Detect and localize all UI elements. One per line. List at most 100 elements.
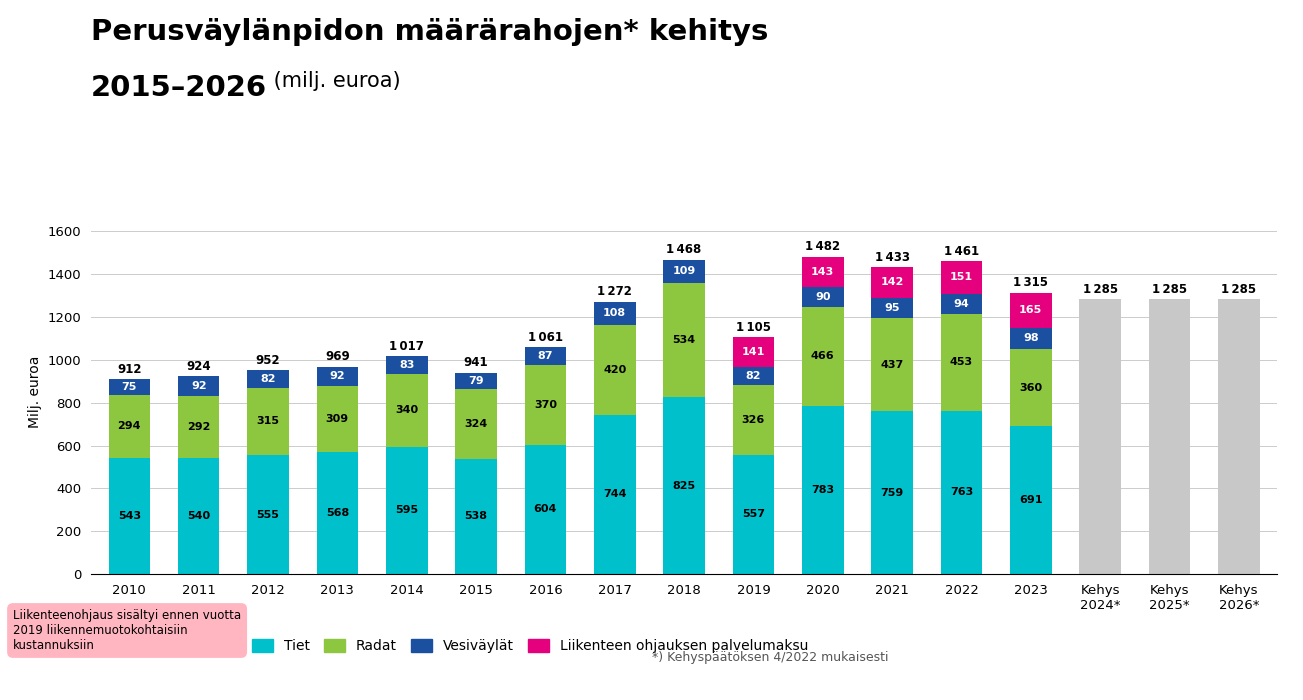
Bar — [386, 374, 427, 447]
Text: 75: 75 — [121, 382, 137, 392]
Text: 1 285: 1 285 — [1221, 283, 1256, 295]
Text: 1 468: 1 468 — [666, 244, 702, 256]
Text: 555: 555 — [257, 510, 279, 519]
Bar — [732, 385, 774, 455]
Bar — [1010, 293, 1052, 328]
Bar — [801, 307, 843, 406]
Text: 1 017: 1 017 — [390, 340, 425, 353]
Text: 1 105: 1 105 — [736, 321, 771, 334]
Bar — [108, 395, 150, 458]
Text: 604: 604 — [534, 504, 558, 514]
Text: Liikenteenohjaus sisältyi ennen vuotta
2019 liikennemuotokohtaisiin
kustannuksii: Liikenteenohjaus sisältyi ennen vuotta 2… — [13, 609, 241, 652]
Text: 82: 82 — [745, 371, 761, 382]
Text: 98: 98 — [1023, 333, 1038, 344]
Text: 952: 952 — [255, 354, 280, 367]
Text: 759: 759 — [881, 488, 904, 498]
Bar — [179, 458, 219, 574]
Text: 691: 691 — [1019, 495, 1042, 505]
Text: 340: 340 — [395, 405, 418, 415]
Text: 79: 79 — [468, 376, 483, 386]
Bar — [317, 386, 358, 452]
Bar — [732, 455, 774, 574]
Text: 543: 543 — [117, 511, 141, 521]
Text: 595: 595 — [395, 505, 418, 515]
Text: 783: 783 — [812, 485, 834, 495]
Text: 1 061: 1 061 — [528, 330, 563, 344]
Bar — [732, 368, 774, 385]
Bar — [248, 455, 289, 574]
Text: 90: 90 — [814, 292, 830, 302]
Text: 292: 292 — [188, 422, 210, 432]
Text: 453: 453 — [950, 357, 973, 367]
Bar — [941, 314, 982, 411]
Y-axis label: Milj. euroa: Milj. euroa — [29, 356, 42, 428]
Bar — [108, 458, 150, 574]
Bar — [594, 414, 636, 574]
Text: 309: 309 — [326, 414, 349, 424]
Bar — [801, 257, 843, 287]
Legend: Tiet, Radat, Vesiväylät, Liikenteen ohjauksen palvelumaksu: Tiet, Radat, Vesiväylät, Liikenteen ohja… — [253, 639, 808, 653]
Text: 87: 87 — [538, 351, 554, 361]
Text: 912: 912 — [117, 363, 142, 375]
Bar — [732, 337, 774, 368]
Bar — [455, 372, 496, 389]
Text: 315: 315 — [257, 416, 280, 426]
Bar — [872, 412, 913, 574]
Text: 557: 557 — [741, 510, 765, 519]
Text: 969: 969 — [324, 350, 349, 363]
Text: 92: 92 — [330, 372, 345, 382]
Bar — [594, 325, 636, 414]
Bar — [317, 452, 358, 574]
Bar — [455, 458, 496, 574]
Text: 744: 744 — [603, 489, 627, 499]
Text: 437: 437 — [881, 360, 904, 370]
Bar — [248, 370, 289, 388]
Bar — [317, 367, 358, 386]
Bar — [663, 260, 705, 283]
Bar — [386, 356, 427, 374]
Text: 360: 360 — [1019, 382, 1042, 393]
Text: 83: 83 — [399, 360, 414, 370]
Bar — [179, 376, 219, 396]
Bar — [248, 388, 289, 455]
Bar — [386, 447, 427, 574]
Bar — [941, 411, 982, 574]
Text: 92: 92 — [190, 381, 206, 391]
Text: 324: 324 — [464, 419, 487, 429]
Text: 1 285: 1 285 — [1152, 283, 1187, 295]
Text: 1 433: 1 433 — [874, 251, 909, 264]
Text: 165: 165 — [1019, 305, 1042, 315]
Text: 141: 141 — [741, 347, 765, 357]
Bar — [941, 293, 982, 314]
Text: 534: 534 — [672, 335, 696, 345]
Bar — [1218, 299, 1260, 574]
Bar — [1079, 299, 1121, 574]
Text: 143: 143 — [812, 267, 834, 277]
Text: 108: 108 — [603, 308, 627, 318]
Text: 151: 151 — [950, 272, 973, 282]
Bar — [872, 267, 913, 297]
Text: 540: 540 — [188, 511, 210, 522]
Text: 763: 763 — [950, 487, 973, 497]
Bar — [1010, 328, 1052, 349]
Text: 95: 95 — [885, 302, 900, 313]
Text: 538: 538 — [465, 512, 487, 522]
Text: 142: 142 — [881, 277, 904, 288]
Text: 825: 825 — [672, 481, 696, 491]
Bar — [801, 287, 843, 307]
Bar — [801, 406, 843, 574]
Text: 941: 941 — [464, 356, 489, 370]
Bar — [663, 283, 705, 398]
Bar — [872, 318, 913, 412]
Bar — [1010, 349, 1052, 426]
Text: 82: 82 — [261, 374, 276, 384]
Text: 2015–2026: 2015–2026 — [91, 74, 267, 102]
Text: 1 482: 1 482 — [805, 241, 840, 253]
Text: 94: 94 — [954, 299, 969, 309]
Bar — [1149, 299, 1190, 574]
Bar — [663, 398, 705, 574]
Bar — [108, 379, 150, 395]
Text: 1 272: 1 272 — [597, 286, 632, 298]
Bar — [872, 298, 913, 318]
Text: 326: 326 — [741, 415, 765, 425]
